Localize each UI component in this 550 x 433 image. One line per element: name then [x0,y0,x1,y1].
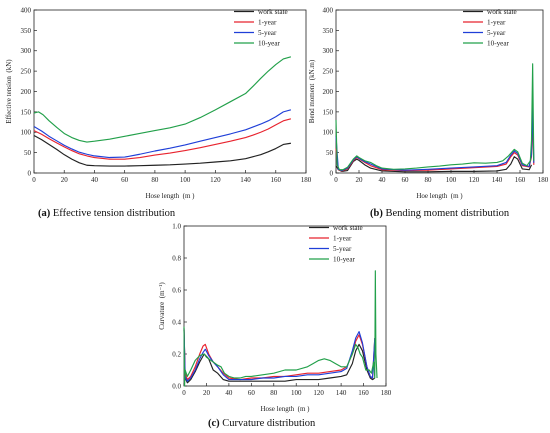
legend-entry: 1-year [258,19,277,27]
y-tick-label: 1.0 [172,222,181,230]
panel-curvature: 0 20 40 60 80 100 120 140 160 180 0.0 0.2 0.4 0.6 0.8 1… [158,222,392,429]
panel-caption: (a) Effective tension distribution [38,208,176,219]
x-tick-label: 0 [334,176,338,184]
legend-entry: 10-year [333,256,356,264]
x-tick-label: 140 [240,176,251,184]
x-tick-label: 120 [469,176,480,184]
x-tick-label: 60 [121,176,129,184]
y-tick-label: 0.4 [172,318,181,326]
x-tick-label: 20 [61,176,69,184]
x-tick-label: 100 [291,389,302,397]
series-line-10-year [33,56,292,143]
y-tick-label: 0 [28,169,32,177]
y-tick-label: 350 [21,27,32,35]
x-tick-label: 100 [180,176,191,184]
y-tick-label: 50 [24,149,32,157]
x-tick-label: 40 [91,176,99,184]
x-tick-label: 0 [182,389,186,397]
y-tick-label: 100 [21,129,32,137]
x-tick-label: 140 [336,389,347,397]
y-tick-label: 100 [323,129,334,137]
x-tick-label: 0 [32,176,36,184]
series-line-5-year [33,109,292,159]
y-tick-label: 400 [323,6,334,14]
x-tick-label: 60 [248,389,256,397]
caption-text: Curvature distribution [220,418,316,429]
caption-letter: (b) [370,208,383,219]
legend-entry: work state [487,8,517,16]
x-axis-label: Hose length (m ) [261,405,311,413]
y-tick-label: 300 [323,47,334,55]
y-axis-label: Effective tension (kN) [5,59,13,124]
panel-caption: (b) Bending moment distribution [370,208,510,219]
caption-text: Bending moment distribution [383,208,510,219]
series-line-10-year [183,270,378,387]
y-tick-label: 0.8 [172,254,181,262]
y-axis-label: Curvature (m⁻¹) [158,282,166,330]
x-tick-label: 20 [356,176,364,184]
x-tick-label: 120 [313,389,324,397]
x-tick-label: 20 [203,389,211,397]
legend-entry: 5-year [487,29,506,37]
series-line-10-year [335,63,535,171]
caption-letter: (a) [38,208,51,219]
y-tick-label: 0.0 [172,382,181,390]
y-tick-label: 200 [323,88,334,96]
y-tick-label: 400 [21,6,32,14]
y-tick-label: 150 [21,108,32,116]
x-tick-label: 160 [271,176,282,184]
x-tick-label: 80 [270,389,278,397]
x-tick-label: 100 [446,176,457,184]
panel-caption: (c) Curvature distribution [208,418,316,429]
x-tick-label: 80 [425,176,433,184]
legend-entry: 10-year [487,40,510,48]
x-tick-label: 40 [379,176,387,184]
x-tick-label: 80 [151,176,159,184]
y-tick-label: 200 [21,88,32,96]
legend-entry: 5-year [333,245,352,253]
legend-entry: 5-year [258,29,277,37]
legend-entry: work state [333,224,363,232]
series-line-work-state [335,156,533,173]
y-tick-label: 150 [323,108,334,116]
x-tick-label: 140 [492,176,503,184]
panel-bending-moment: 0 20 40 60 80 100 120 140 160 180 0 50 100 150 200 250 3… [308,6,549,219]
x-tick-label: 180 [381,389,392,397]
y-tick-label: 50 [326,149,334,157]
y-tick-label: 250 [21,68,32,76]
plot-frame [183,225,387,387]
y-axis-label: Bend moment (kN.m) [308,59,316,123]
series-line-1-year [183,328,376,381]
x-tick-label: 180 [301,176,312,184]
series-line-5-year [183,328,376,382]
x-tick-label: 180 [538,176,549,184]
x-tick-label: 160 [358,389,369,397]
x-tick-label: 60 [402,176,410,184]
caption-letter: (c) [208,418,220,429]
y-tick-label: 250 [323,68,334,76]
y-tick-label: 0.6 [172,286,181,294]
x-tick-label: 120 [210,176,221,184]
plot-frame [335,9,544,174]
panel-effective-tension: 0 20 40 60 80 100 120 140 160 180 0 50 100 150 200 250 3… [5,6,312,219]
series-line-1-year [33,118,292,160]
x-tick-label: 160 [515,176,526,184]
legend-entry: 1-year [487,19,506,27]
legend-entry: 10-year [258,40,281,48]
caption-text: Effective tension distribution [50,208,176,219]
series-line-work-state [33,135,291,167]
legend-entry: work state [258,8,288,16]
x-tick-label: 40 [225,389,233,397]
y-tick-label: 300 [21,47,32,55]
x-axis-label: Hoe length (m ) [416,192,463,200]
series-line-work-state [183,329,376,384]
legend-entry: 1-year [333,235,352,243]
x-axis-label: Hose length (m ) [146,192,196,200]
y-tick-label: 0.2 [172,350,181,358]
y-tick-label: 0 [330,169,334,177]
y-tick-label: 350 [323,27,334,35]
